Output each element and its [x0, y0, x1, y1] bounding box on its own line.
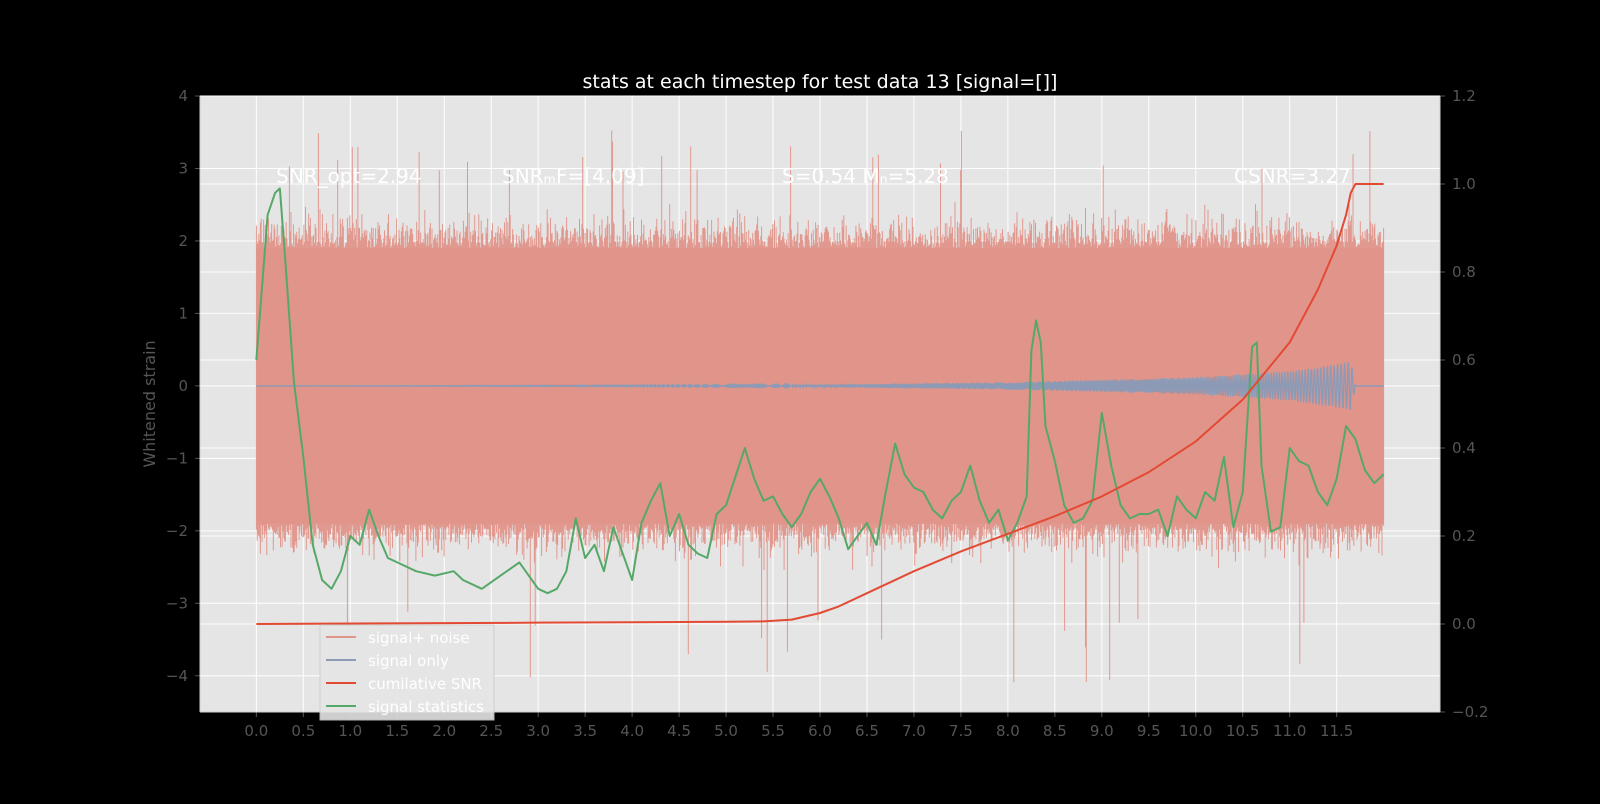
annotations: SNR_opt=2.94 SNRₘF=[4.09] S=0.54 Mₙ=5.28… [276, 164, 1351, 188]
legend-label-signal-only: signal only [368, 652, 449, 670]
x-tick-label: 7.0 [902, 722, 926, 740]
x-tick-label: 10.5 [1226, 722, 1259, 740]
y-right-tick-label: 0.0 [1452, 615, 1476, 633]
x-tick-label: 6.5 [855, 722, 879, 740]
y-tick-label: −3 [166, 594, 188, 612]
signal-only-line [256, 361, 1384, 410]
y-right-tick-label: 0.6 [1452, 351, 1476, 369]
y-right-tick-label: 0.4 [1452, 439, 1476, 457]
x-tick-label: 1.0 [338, 722, 362, 740]
x-tick-label: 2.0 [432, 722, 456, 740]
x-tick-label: 0.5 [291, 722, 315, 740]
signal-statistics-line [255, 187, 1385, 595]
y-tick-label: 4 [178, 87, 188, 105]
x-tick-label: 5.5 [761, 722, 785, 740]
x-tick-label: 4.0 [620, 722, 644, 740]
annotation-snr-opt: SNR_opt=2.94 [276, 164, 422, 188]
y-right-tick-label: 0.2 [1452, 527, 1476, 545]
x-tick-label: 11.5 [1320, 722, 1353, 740]
tick-labels: 0.0 0.5 1.0 1.5 2.0 2.5 3.0 3.5 4.0 4.5 5.0 5.5 6.0 6… [166, 87, 1489, 740]
cumulative-snr-line [256, 183, 1384, 625]
y-axis-label: Whitened strain [140, 340, 159, 467]
y-tick-label: 2 [178, 232, 188, 250]
y-tick-label: 0 [178, 377, 188, 395]
x-tick-label: 7.5 [949, 722, 973, 740]
x-tick-label: 8.5 [1043, 722, 1067, 740]
x-tick-label: 2.5 [479, 722, 503, 740]
y-tick-label: 1 [178, 304, 188, 322]
x-tick-label: 5.0 [714, 722, 738, 740]
y-tick-label: 3 [178, 159, 188, 177]
line-series [255, 183, 1385, 625]
annotation-s-m: S=0.54 Mₙ=5.28 [782, 164, 949, 188]
x-tick-label: 6.0 [808, 722, 832, 740]
x-tick-label: 4.5 [667, 722, 691, 740]
x-tick-label: 11.0 [1273, 722, 1306, 740]
legend: signal+ noise signal only cumilative SNR… [319, 624, 495, 721]
legend-label-cumulative-snr: cumilative SNR [368, 675, 482, 693]
y-tick-label: −1 [166, 449, 188, 467]
x-tick-label: 9.5 [1137, 722, 1161, 740]
y-right-tick-label: 0.8 [1452, 263, 1476, 281]
signal-only-series [256, 361, 1384, 410]
x-tick-label: 3.0 [526, 722, 550, 740]
y-right-tick-label: 1.2 [1452, 87, 1476, 105]
legend-label-signal-noise: signal+ noise [368, 629, 470, 647]
x-tick-label: 10.0 [1179, 722, 1212, 740]
y-right-tick-label: 1.0 [1452, 175, 1476, 193]
x-tick-label: 9.0 [1090, 722, 1114, 740]
x-tick-label: 1.5 [385, 722, 409, 740]
annotation-snr-mf: SNRₘF=[4.09] [502, 164, 644, 188]
y-right-tick-label: −0.2 [1452, 703, 1488, 721]
y-tick-label: −4 [166, 667, 188, 685]
x-tick-label: 0.0 [244, 722, 268, 740]
legend-label-signal-statistics: signal statistics [368, 698, 484, 716]
annotation-csnr: CSNR=3.27 [1234, 164, 1351, 188]
x-tick-label: 8.0 [996, 722, 1020, 740]
y-tick-label: −2 [166, 522, 188, 540]
chart-title: stats at each timestep for test data 13 … [583, 71, 1058, 93]
legend-frame [319, 624, 495, 721]
x-tick-label: 3.5 [573, 722, 597, 740]
